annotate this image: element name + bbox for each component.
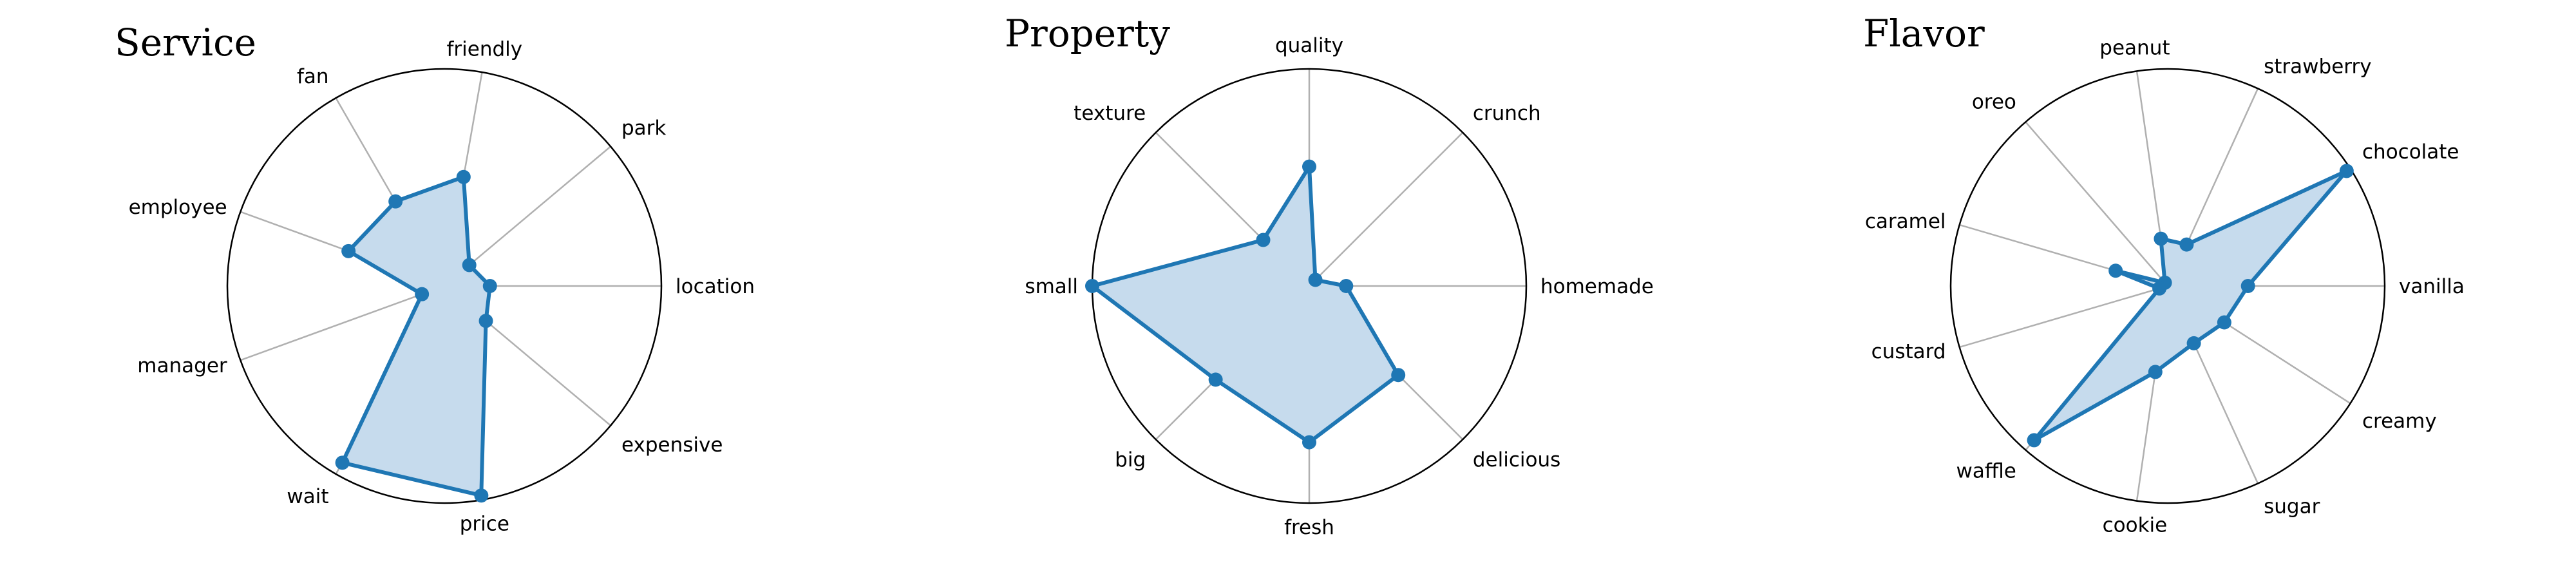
axis-label-big: big xyxy=(1115,448,1146,472)
outer-ring xyxy=(1949,68,2386,504)
axis-label-homemade: homemade xyxy=(1540,275,1654,298)
data-point-homemade xyxy=(1339,279,1354,293)
spoke-custard xyxy=(1959,285,2168,348)
data-point-small xyxy=(1085,279,1099,293)
axis-label-caramel: caramel xyxy=(1865,210,1946,233)
radar-chart-property: Property homemade crunch quality texture sma… xyxy=(1005,12,1654,539)
axis-label-park: park xyxy=(621,117,666,140)
axis-label-price: price xyxy=(460,513,509,536)
chart-title-flavor: Flavor xyxy=(1863,12,1985,55)
data-point-vanilla xyxy=(2240,279,2255,293)
data-point-friendly xyxy=(456,169,471,184)
data-point-fresh xyxy=(1302,435,1316,450)
axis-label-fan: fan xyxy=(297,65,329,88)
axis-label-waffle: waffle xyxy=(1956,459,2016,482)
spoke-manager xyxy=(240,285,445,361)
axis-label-small: small xyxy=(1025,275,1078,298)
data-point-custard xyxy=(2152,281,2167,296)
data-point-caramel xyxy=(2108,263,2123,278)
axis-label-friendly: friendly xyxy=(447,37,523,61)
radar-chart-service: Service location park friendly fan employee m… xyxy=(115,21,755,536)
axis-label-expensive: expensive xyxy=(621,434,723,457)
series-area xyxy=(2032,169,2349,443)
data-point-employee xyxy=(341,243,356,258)
radar-chart-flavor: Flavor vanilla chocolate strawberry peanut o… xyxy=(1863,12,2465,537)
data-point-delicious xyxy=(1391,368,1406,383)
data-point-fan xyxy=(388,194,403,209)
axis-label-cookie: cookie xyxy=(2103,513,2168,537)
data-point-park xyxy=(462,258,477,272)
outer-ring xyxy=(226,68,663,504)
axis-label-crunch: crunch xyxy=(1473,102,1541,125)
data-point-big xyxy=(1208,372,1223,387)
axis-label-quality: quality xyxy=(1275,34,1343,57)
axis-label-delicious: delicious xyxy=(1473,448,1560,472)
data-point-creamy xyxy=(2217,315,2231,330)
axis-label-chocolate: chocolate xyxy=(2362,140,2459,164)
data-point-waffle xyxy=(2027,433,2041,448)
data-point-price xyxy=(474,488,489,503)
spoke-oreo xyxy=(2025,121,2168,287)
axis-label-texture: texture xyxy=(1074,102,1146,125)
data-point-texture xyxy=(1256,233,1271,247)
axis-label-strawberry: strawberry xyxy=(2264,55,2371,78)
axis-label-vanilla: vanilla xyxy=(2399,275,2465,298)
data-point-manager xyxy=(415,287,430,301)
axis-label-custard: custard xyxy=(1871,340,1946,363)
axis-label-sugar: sugar xyxy=(2264,495,2320,519)
data-point-peanut xyxy=(2154,231,2168,246)
data-point-quality xyxy=(1302,159,1316,174)
axis-label-wait: wait xyxy=(287,485,328,508)
axis-label-peanut: peanut xyxy=(2099,37,2170,60)
spoke-crunch xyxy=(1309,131,1464,287)
data-point-cookie xyxy=(2148,365,2163,379)
data-point-expensive xyxy=(478,314,493,329)
chart-title-property: Property xyxy=(1005,12,1170,55)
data-point-wait xyxy=(335,455,350,470)
chart-title-service: Service xyxy=(115,21,256,64)
data-point-crunch xyxy=(1308,272,1323,287)
series-area xyxy=(340,175,492,498)
axis-label-manager: manager xyxy=(137,354,227,377)
data-point-chocolate xyxy=(2339,164,2354,178)
axis-label-fresh: fresh xyxy=(1284,516,1334,539)
data-point-sugar xyxy=(2186,336,2201,350)
axis-label-creamy: creamy xyxy=(2362,410,2437,433)
axis-label-location: location xyxy=(676,275,755,298)
data-point-strawberry xyxy=(2179,237,2194,252)
axis-label-oreo: oreo xyxy=(1972,91,2016,114)
axis-label-employee: employee xyxy=(129,196,227,219)
series-area xyxy=(1090,164,1401,444)
data-point-location xyxy=(482,279,497,293)
